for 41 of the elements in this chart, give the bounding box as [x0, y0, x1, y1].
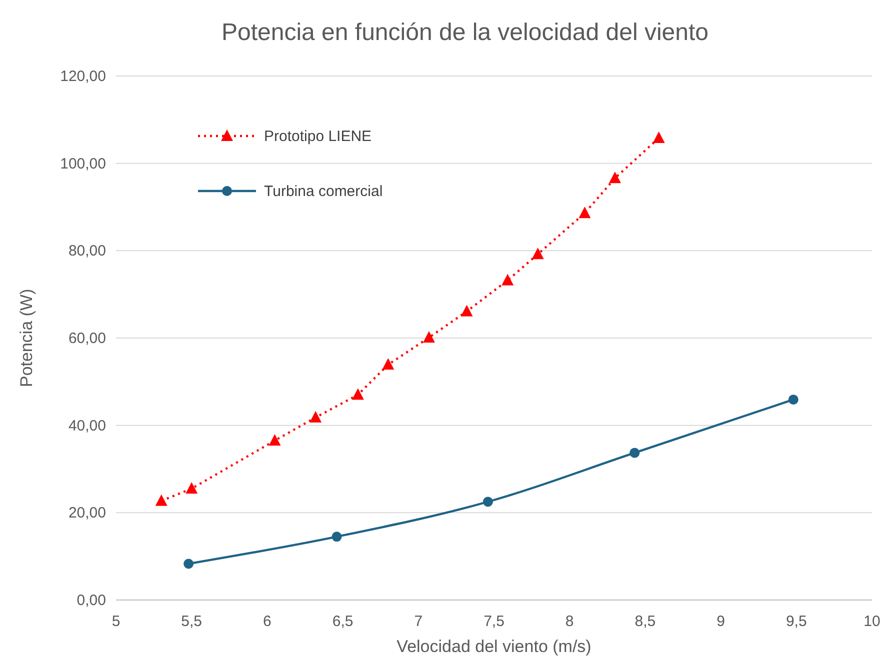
point: [630, 448, 640, 458]
point: [608, 172, 621, 184]
x-tick-label: 5,5: [181, 613, 202, 630]
x-tick-label: 9: [716, 613, 725, 630]
y-tick-label: 20,00: [68, 504, 106, 522]
point: [652, 132, 665, 144]
x-tick-label: 8,5: [634, 613, 656, 630]
x-tick-label: 5: [112, 613, 120, 630]
x-tick-label: 7: [414, 613, 423, 630]
point: [788, 394, 798, 405]
y-axis-title: Potencia (W): [17, 288, 36, 388]
legend-label: Turbina comercial: [264, 183, 383, 200]
point: [502, 274, 514, 286]
y-tick-label: 100,00: [60, 155, 106, 172]
x-tick-label: 6,5: [332, 613, 354, 630]
point: [268, 434, 281, 446]
x-axis-title: Velocidad del viento (m/s): [396, 637, 592, 656]
y-tick-label: 40,00: [68, 417, 106, 434]
point: [422, 331, 435, 343]
legend-label: Prototipo LIENE: [264, 128, 372, 145]
point: [482, 496, 493, 507]
y-tick-label: 120,00: [60, 68, 106, 85]
point: [184, 558, 194, 569]
point: [186, 482, 198, 494]
y-tick-label: 80,00: [68, 242, 106, 260]
point: [155, 494, 168, 506]
point: [310, 410, 322, 422]
point: [578, 206, 591, 218]
point: [460, 304, 473, 316]
x-tick-label: 9,5: [786, 613, 807, 630]
x-tick-label: 10: [864, 613, 880, 630]
y-tick-label: 60,00: [68, 330, 106, 347]
point: [382, 358, 394, 370]
x-tick-label: 6: [263, 613, 272, 630]
chart-title: Potencia en función de la velocidad del viento: [221, 19, 709, 46]
x-tick-label: 7,5: [484, 613, 504, 630]
point: [352, 388, 364, 400]
x-tick-label: 8: [565, 613, 574, 630]
y-tick-label: 0,00: [76, 592, 106, 609]
point: [532, 248, 544, 260]
point: [332, 532, 342, 542]
